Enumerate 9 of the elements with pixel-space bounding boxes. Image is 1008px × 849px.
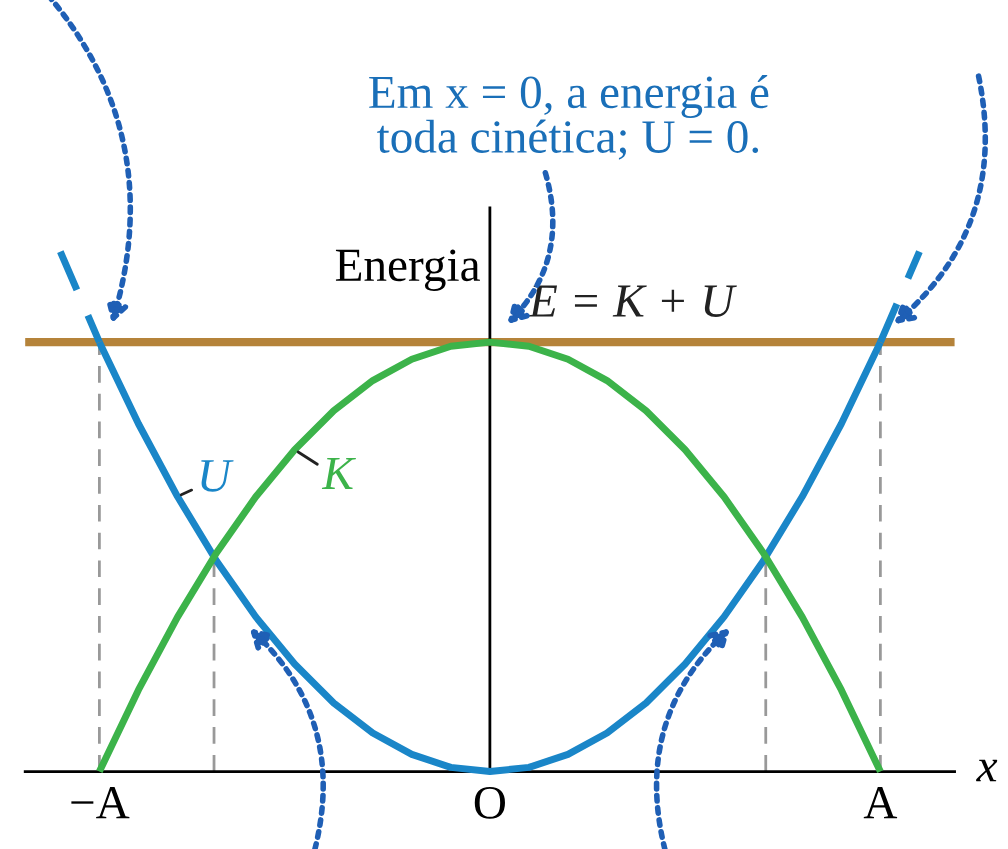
y-axis-title: Energia (335, 249, 480, 291)
x-axis-title: x (976, 759, 998, 782)
x-tick-label: A (863, 787, 898, 819)
series-label: U (201, 460, 234, 492)
series-label: K (321, 457, 356, 489)
x-tick-label: O (474, 786, 505, 819)
x-tick-label: −A (71, 787, 130, 819)
ref-line-label: E = K + U (528, 285, 737, 317)
chart-title: Em x = 0, a energia é toda cinética; U = 0. (369, 75, 769, 160)
